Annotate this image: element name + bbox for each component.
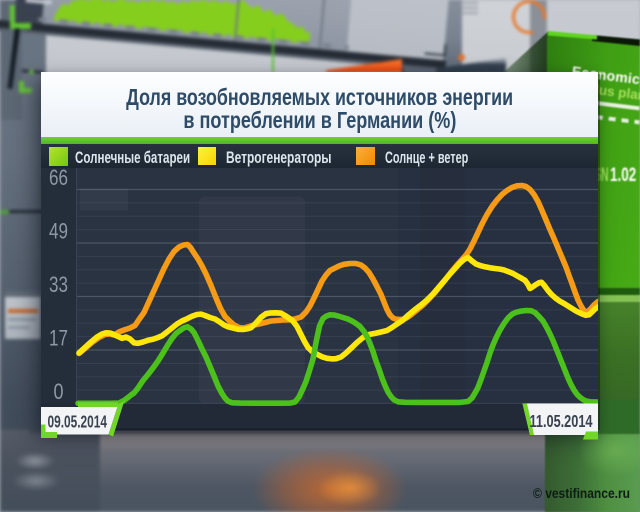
svg-text:11.05.2014: 11.05.2014 bbox=[530, 411, 593, 431]
svg-text:49: 49 bbox=[49, 218, 68, 243]
svg-text:17: 17 bbox=[49, 325, 68, 350]
svg-text:66: 66 bbox=[49, 168, 68, 190]
svg-text:33: 33 bbox=[49, 272, 68, 297]
svg-text:09.05.2014: 09.05.2014 bbox=[48, 411, 108, 431]
svg-text:0: 0 bbox=[54, 379, 64, 404]
